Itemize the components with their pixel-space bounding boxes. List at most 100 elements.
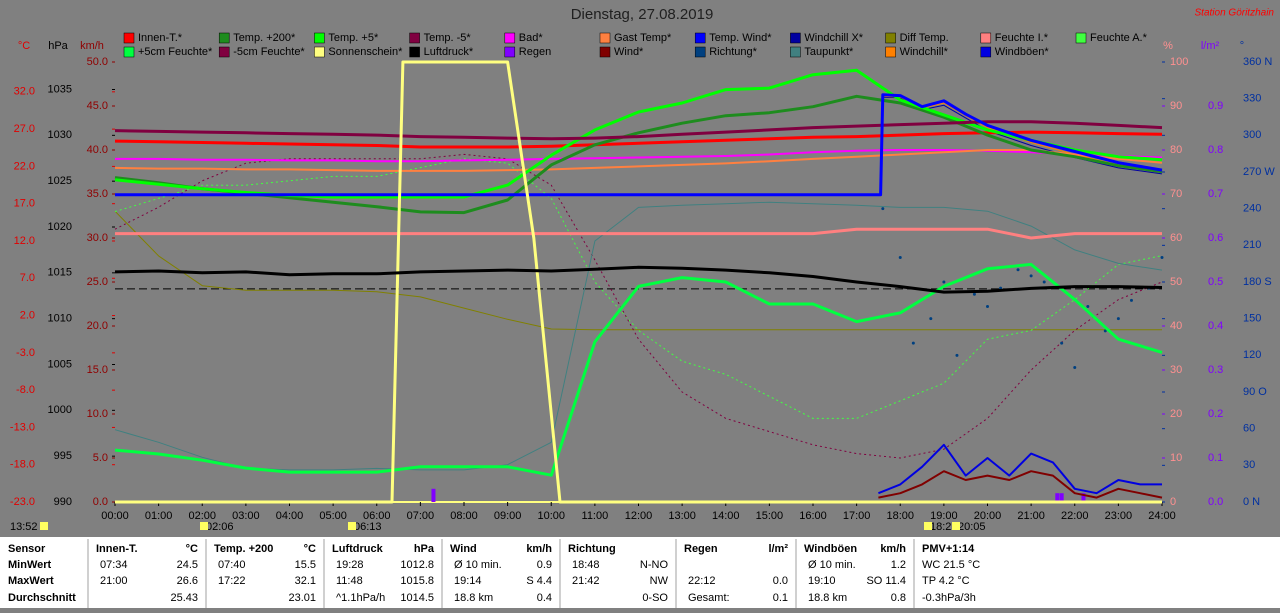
legend-label: Temp. +5* [328,32,379,44]
y-tick-label: 90 [1170,100,1182,112]
direction-dot [1042,280,1046,284]
axis-unit: hPa [48,40,68,52]
y-tick-label: 0 [1170,496,1176,508]
table-cell: 11:48 [336,575,363,587]
table-header: Temp. +200 [214,543,273,555]
table-cell: 19:28 [336,559,364,571]
chart-title: Dienstag, 27.08.2019 [571,6,714,23]
series-line [114,149,1163,172]
table-cell: 1012.8 [400,559,434,571]
y-tick-label: 80 [1170,144,1182,156]
y-tick-label: 30 [1170,364,1182,376]
table-row-label: Durchschnitt [8,592,76,604]
legend-swatch [314,46,325,58]
legend-swatch [790,32,801,44]
series-line [878,470,1163,499]
legend-label: Luftdruck* [424,46,474,58]
series-line [114,210,1162,331]
legend-swatch [980,46,992,58]
table-row-label: MaxWert [8,575,54,587]
y-tick-label: 10.0 [87,408,108,420]
x-tick-label: 00:00 [101,510,129,522]
y-tick-label: 0.9 [1208,100,1223,112]
x-tick-label: 10:00 [537,510,565,522]
stats-panel [0,537,1280,608]
y-tick-label: 0.1 [1208,452,1223,464]
series-line [114,265,1163,294]
series-line [114,153,1163,459]
x-tick-label: 17:00 [843,510,871,522]
x-tick-label: 20:00 [974,510,1002,522]
legend-swatch [1075,32,1087,44]
sun-time: 13:52 [10,521,38,533]
table-cell: 21:42 [572,575,600,587]
x-tick-label: 16:00 [799,510,827,522]
x-tick-label: 24:00 [1148,510,1176,522]
y-tick-label: 12.0 [14,235,35,247]
y-tick-label: 1005 [48,358,72,370]
y-tick-label: 150 [1243,313,1261,325]
y-tick-label: -13.0 [10,421,35,433]
table-cell: 22:12 [688,575,716,587]
x-tick-label: 08:00 [450,510,478,522]
table-cell: 26.6 [177,575,198,587]
y-tick-label: 180 S [1243,276,1272,288]
legend-swatch [218,46,230,58]
legend-label: Bad* [519,32,544,44]
sun-icon [924,522,932,530]
y-tick-label: 20.0 [87,320,108,332]
legend-label: Taupunkt* [804,46,854,58]
legend-swatch [599,32,611,44]
axis-unit: °C [18,40,30,52]
axis-unit: l/m² [1201,40,1220,52]
table-cell: Ø 10 min. [454,559,502,571]
series-line [114,94,1163,215]
x-tick-label: 11:00 [582,510,609,522]
table-cell: Ø 10 min. [808,559,856,571]
sun-time: 02:06 [206,521,234,533]
legend-swatch [694,46,706,58]
x-tick-label: 03:00 [232,510,260,522]
direction-dot [1160,256,1164,260]
direction-dot [881,207,885,211]
y-tick-label: 100 [1170,56,1188,68]
y-tick-label: 70 [1170,188,1182,200]
sun-icon [952,522,960,530]
y-tick-label: -23.0 [10,496,35,508]
y-tick-label: -18.0 [10,459,35,471]
x-tick-label: 18:00 [886,510,914,522]
legend-swatch [694,32,706,44]
legend-label: Temp. +200* [233,32,296,44]
series-line [114,262,1163,477]
y-tick-label: 60 [1170,232,1182,244]
x-tick-label: 13:00 [668,510,696,522]
sun-time: 20:05 [958,521,986,533]
y-tick-label: 17.0 [14,198,35,210]
table-cell: 15.5 [295,559,316,571]
series-line [114,130,1163,149]
direction-dot [972,292,976,296]
table-cell: 18:48 [572,559,600,571]
y-tick-label: 22.0 [14,160,35,172]
table-unit: km/h [880,543,906,555]
y-tick-label: 120 [1243,349,1261,361]
y-tick-label: 45.0 [87,100,108,112]
table-header: Innen-T. [96,543,138,555]
table-cell: SO 11.4 [866,575,906,587]
table-cell: 07:40 [218,559,246,571]
table-cell: 19:14 [454,575,482,587]
sun-icon [200,522,208,530]
table-cell: WC 21.5 °C [922,559,980,571]
legend-swatch [980,32,992,44]
y-tick-label: 5.0 [93,452,108,464]
y-tick-label: 1025 [48,175,72,187]
table-cell: N-NO [640,559,669,571]
x-tick-label: 12:00 [625,510,653,522]
x-tick-label: 05:00 [319,510,347,522]
table-cell: S 4.4 [526,575,552,587]
legend-label: Windböen* [995,46,1050,58]
y-tick-label: 35.0 [87,188,108,200]
y-tick-label: 0 N [1243,496,1260,508]
direction-dot [1060,341,1064,345]
y-tick-label: 25.0 [87,276,108,288]
